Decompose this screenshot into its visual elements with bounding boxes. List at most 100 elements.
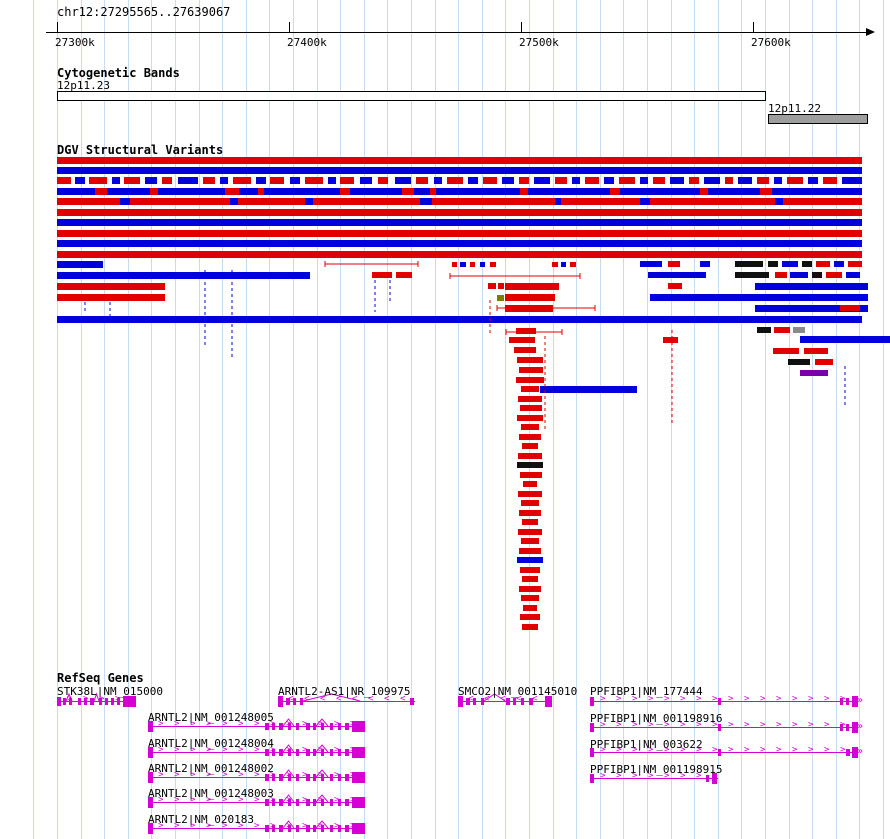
variant-bar[interactable]	[519, 586, 541, 592]
variant-bar[interactable]	[755, 283, 868, 290]
variant-bar[interactable]	[735, 272, 769, 278]
variant-bar[interactable]	[447, 177, 463, 184]
variant-bar[interactable]	[57, 261, 103, 268]
variant-bar[interactable]	[57, 251, 862, 258]
variant-bar[interactable]	[826, 272, 842, 278]
variant-bar[interactable]	[738, 177, 752, 184]
variant-bar[interactable]	[700, 188, 708, 195]
variant-bar[interactable]	[648, 272, 706, 278]
variant-bar[interactable]	[514, 347, 536, 353]
variant-bar[interactable]	[497, 295, 504, 301]
variant-bar[interactable]	[402, 188, 414, 195]
variant-bar[interactable]	[270, 177, 284, 184]
variant-bar[interactable]	[220, 177, 228, 184]
variant-bar[interactable]	[522, 624, 538, 630]
gene-model[interactable]: >>>>>>>>>>>>>>>>»	[590, 718, 872, 738]
cytoband-12p11.23[interactable]	[57, 91, 766, 101]
variant-bar[interactable]	[498, 283, 504, 289]
variant-bar[interactable]	[704, 177, 720, 184]
variant-bar[interactable]	[790, 272, 808, 278]
variant-bar[interactable]	[230, 198, 238, 205]
variant-bar[interactable]	[834, 261, 844, 267]
variant-bar[interactable]	[534, 177, 550, 184]
variant-bar[interactable]	[522, 576, 538, 582]
variant-bar[interactable]	[520, 472, 542, 478]
variant-bar[interactable]	[57, 209, 862, 216]
variant-bar[interactable]	[793, 327, 805, 333]
variant-bar[interactable]	[775, 272, 787, 278]
variant-bar[interactable]	[840, 305, 860, 311]
variant-bar[interactable]	[555, 177, 567, 184]
variant-bar[interactable]	[653, 177, 665, 184]
variant-bar[interactable]	[372, 272, 392, 278]
gene-model[interactable]: < < < < <	[458, 692, 568, 712]
gene-model[interactable]: >>>>>>>>>>>>>	[148, 743, 381, 763]
variant-bar[interactable]	[75, 177, 85, 184]
variant-bar[interactable]	[420, 198, 432, 205]
variant-bar[interactable]	[502, 177, 514, 184]
variant-bar[interactable]	[520, 405, 542, 411]
variant-bar[interactable]	[788, 359, 810, 365]
variant-bar[interactable]	[775, 198, 783, 205]
variant-bar[interactable]	[846, 272, 860, 278]
variant-bar[interactable]	[735, 261, 763, 267]
variant-bar[interactable]	[523, 481, 537, 487]
variant-bar[interactable]	[340, 177, 354, 184]
variant-bar[interactable]	[640, 177, 648, 184]
variant-bar[interactable]	[434, 177, 442, 184]
variant-bar[interactable]	[812, 272, 822, 278]
variant-bar[interactable]	[95, 188, 107, 195]
variant-bar[interactable]	[540, 386, 637, 393]
variant-bar[interactable]	[452, 262, 457, 267]
gene-model[interactable]: >>>>>>>>>>>>>	[148, 819, 381, 839]
variant-bar[interactable]	[521, 386, 539, 392]
variant-bar[interactable]	[518, 529, 542, 535]
variant-bar[interactable]	[57, 177, 71, 184]
variant-bar[interactable]	[521, 595, 539, 601]
variant-bar[interactable]	[700, 261, 710, 267]
variant-bar[interactable]	[585, 177, 599, 184]
variant-bar[interactable]	[619, 177, 635, 184]
variant-bar[interactable]	[773, 348, 799, 354]
gene-model[interactable]: >>>>>>>>>>>>>>>>»	[590, 743, 872, 763]
variant-bar[interactable]	[258, 188, 264, 195]
variant-bar[interactable]	[516, 377, 544, 383]
variant-bar[interactable]	[800, 336, 890, 343]
variant-bar[interactable]	[552, 262, 558, 267]
variant-bar[interactable]	[815, 359, 833, 365]
variant-bar[interactable]	[505, 283, 559, 290]
variant-bar[interactable]	[725, 177, 733, 184]
variant-bar[interactable]	[57, 157, 862, 164]
variant-bar[interactable]	[470, 262, 475, 267]
variant-bar[interactable]	[757, 177, 769, 184]
variant-bar[interactable]	[521, 538, 539, 544]
variant-bar[interactable]	[430, 188, 436, 195]
variant-bar[interactable]	[521, 424, 539, 430]
variant-bar[interactable]	[561, 262, 566, 267]
variant-bar[interactable]	[340, 188, 350, 195]
variant-bar[interactable]	[804, 348, 828, 354]
variant-bar[interactable]	[57, 219, 862, 226]
variant-bar[interactable]	[416, 177, 428, 184]
variant-bar[interactable]	[290, 177, 300, 184]
gene-model[interactable]: >>>>>>>>>>>>>>>>»	[590, 692, 872, 712]
variant-bar[interactable]	[755, 305, 868, 312]
variant-bar[interactable]	[57, 240, 862, 247]
variant-bar[interactable]	[112, 177, 120, 184]
variant-bar[interactable]	[516, 328, 536, 334]
variant-bar[interactable]	[178, 177, 198, 184]
variant-bar[interactable]	[57, 283, 165, 290]
variant-bar[interactable]	[640, 261, 662, 267]
variant-bar[interactable]	[57, 230, 862, 237]
variant-bar[interactable]	[519, 367, 543, 373]
variant-bar[interactable]	[521, 500, 539, 506]
variant-bar[interactable]	[555, 198, 561, 205]
variant-bar[interactable]	[570, 262, 576, 267]
gene-model[interactable]: >>>>>>>>>>>>>	[148, 768, 381, 788]
variant-bar[interactable]	[518, 396, 542, 402]
gene-model[interactable]: >>>>>>>>>>>>>	[148, 793, 381, 813]
variant-bar[interactable]	[305, 198, 313, 205]
variant-bar[interactable]	[808, 177, 818, 184]
variant-bar[interactable]	[519, 510, 541, 516]
variant-bar[interactable]	[670, 177, 684, 184]
